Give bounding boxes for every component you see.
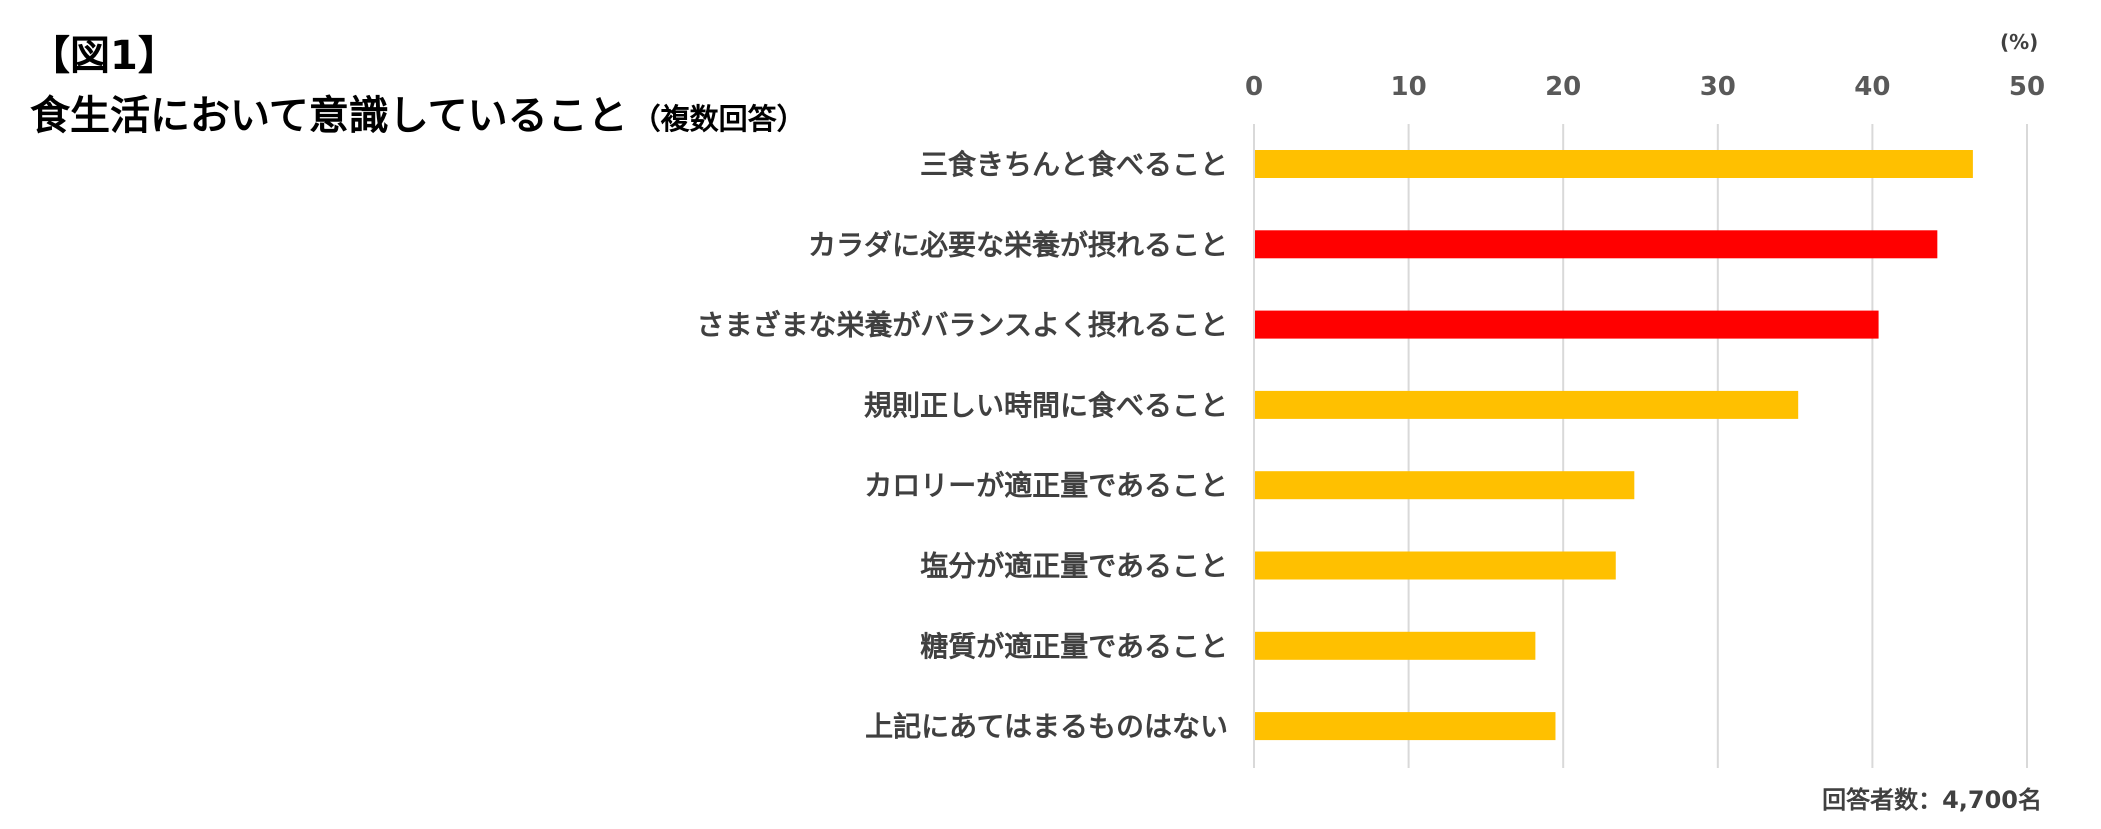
bar — [1254, 230, 1938, 259]
bar — [1254, 150, 1973, 178]
unit-label: (%) — [2000, 30, 2039, 54]
bar — [1254, 551, 1616, 580]
category-label: さまざまな栄養がバランスよく摂れること — [697, 309, 1228, 342]
category-label: 糖質が適正量であること — [920, 630, 1228, 663]
category-label: カロリーが適正量であること — [864, 469, 1228, 502]
category-label: 塩分が適正量であること — [920, 550, 1228, 583]
bar — [1254, 310, 1879, 339]
bar — [1254, 712, 1556, 741]
category-label: 上記にあてはまるものはない — [865, 710, 1228, 743]
category-label: カラダに必要な栄養が摂れること — [808, 228, 1228, 261]
x-tick-label: 10 — [1391, 72, 1427, 102]
respondent-count-note: 回答者数：4,700名 — [1822, 786, 2042, 814]
category-label: 三食きちんと食べること — [920, 148, 1228, 181]
bar — [1254, 631, 1536, 660]
bar — [1254, 471, 1635, 500]
x-tick-label: 20 — [1545, 72, 1581, 102]
x-tick-label: 40 — [1854, 72, 1890, 102]
figure-label: 【図1】 — [30, 33, 178, 79]
x-tick-label: 30 — [1700, 72, 1736, 102]
chart-title-subtitle: （複数回答） — [631, 102, 806, 136]
x-tick-label: 50 — [2009, 72, 2045, 102]
chart-title: 食生活において意識していること （複数回答） — [30, 88, 806, 152]
chart-title-main: 食生活において意識していること — [30, 93, 628, 139]
x-tick-label: 0 — [1245, 72, 1263, 102]
bar — [1254, 390, 1799, 419]
category-label: 規則正しい時間に食べること — [864, 389, 1228, 422]
